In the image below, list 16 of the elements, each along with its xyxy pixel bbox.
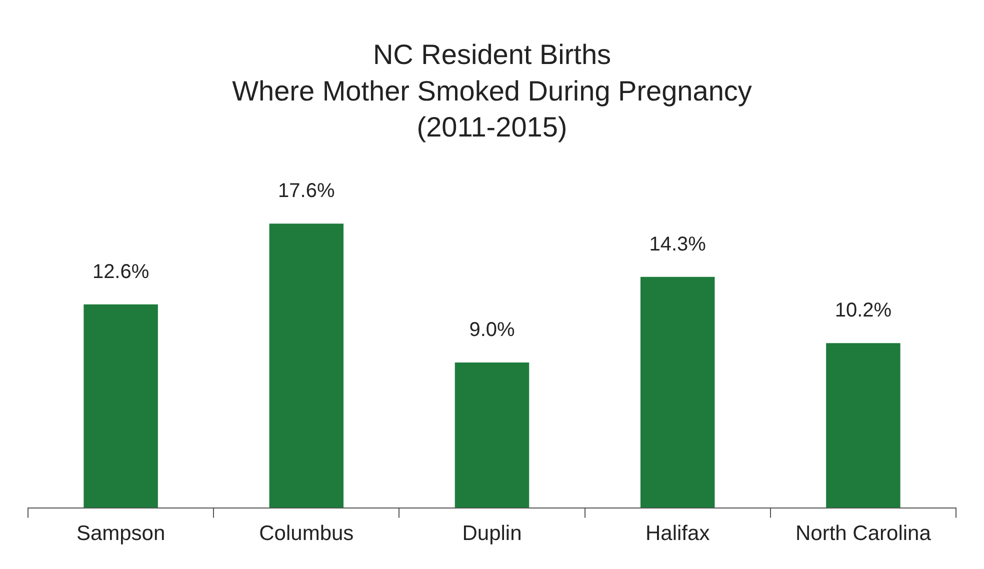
bar [84, 304, 158, 508]
chart-title: NC Resident Births Where Mother Smoked During Pregnancy (2011-2015) [232, 38, 752, 143]
data-label: 10.2% [834, 300, 892, 322]
x-tick-label: Duplin [462, 522, 522, 546]
x-tick-label: Columbus [259, 522, 354, 546]
bar [454, 362, 530, 508]
data-label: 14.3% [649, 233, 706, 256]
data-label: 17.6% [278, 180, 335, 202]
x-tick-label: Halifax [646, 522, 710, 546]
x-tick-label: North Carolina [795, 522, 932, 546]
bar [826, 343, 900, 508]
data-label: 9.0% [469, 319, 516, 342]
bar [640, 276, 715, 508]
x-tick-label: Sampson [76, 522, 166, 546]
bar [269, 224, 344, 508]
data-label: 12.6% [92, 260, 150, 283]
